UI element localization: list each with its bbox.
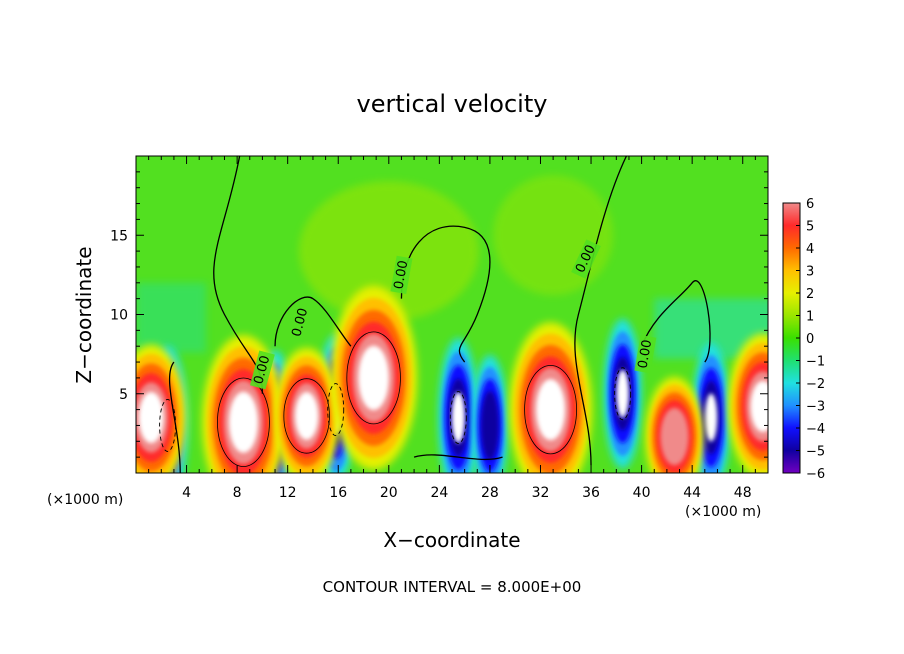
y-tick-label: 15	[110, 228, 128, 244]
x-axis-ticks: 4 8 12 16 20 24 28 32 36 40 44 48	[148, 156, 756, 501]
zero-contour-line	[400, 225, 491, 363]
contour-label: 0.00	[635, 339, 655, 370]
y-axis-ticks: 5 10 15	[110, 171, 768, 458]
upper-tint	[493, 175, 614, 296]
x-tick-label: 16	[329, 485, 347, 501]
x-axis-label: X−coordinate	[383, 528, 520, 552]
colorbar-label: 2	[806, 287, 814, 302]
contour-label: 0.00	[251, 354, 273, 386]
negative-contour-line	[159, 399, 177, 452]
negative-contour-line	[327, 383, 345, 437]
colorbar-label: −3	[806, 400, 825, 415]
x-tick-label: 28	[481, 485, 499, 501]
y-tick-label: 10	[110, 308, 128, 324]
x-unit-left: (×1000 m)	[47, 492, 123, 508]
updraft-ring	[138, 391, 164, 444]
positive-contour-line	[346, 331, 401, 425]
downdraft-ring	[451, 392, 465, 443]
x-tick-label: 4	[182, 485, 191, 501]
negative-contour-line	[449, 391, 467, 444]
updraft-ring	[358, 345, 389, 411]
upper-tint	[136, 282, 206, 353]
zero-contour-line	[413, 454, 503, 461]
colorbar-label: 6	[806, 197, 814, 212]
contour-label-bg	[634, 335, 657, 374]
colorbar-label: −4	[806, 422, 825, 437]
zero-contour-line	[274, 296, 352, 347]
colorbar-label: 3	[806, 265, 814, 280]
colorbar-label: 4	[806, 242, 814, 257]
positive-contour-line	[283, 378, 330, 454]
colorbar-label: −1	[806, 355, 825, 370]
contour-label-bg	[390, 255, 413, 294]
contour-label: 0.00	[289, 307, 311, 339]
x-tick-label: 36	[582, 485, 600, 501]
updraft-ring	[536, 379, 566, 441]
x-tick-label: 44	[683, 485, 701, 501]
x-tick-label: 20	[380, 485, 398, 501]
contour-label-bg	[287, 302, 313, 342]
x-tick-label: 40	[633, 485, 651, 501]
downdraft-ring	[481, 390, 499, 460]
downdraft-ring	[705, 393, 718, 442]
y-tick-label: 5	[119, 387, 128, 403]
contour-label-bg	[250, 350, 275, 390]
colorbar-label: −5	[806, 445, 825, 460]
updraft-ring	[228, 391, 258, 453]
colorbar-label: −6	[806, 467, 825, 482]
updraft-ring	[660, 407, 689, 466]
colorbar-label: 1	[806, 310, 814, 325]
x-tick-label: 32	[532, 485, 550, 501]
updraft-ring	[750, 380, 768, 432]
zero-contour-line	[574, 156, 628, 466]
colorbar-label: 0	[806, 332, 814, 347]
positive-contour-line	[524, 364, 577, 455]
x-tick-label: 12	[279, 485, 297, 501]
upper-tint	[298, 181, 479, 322]
x-tick-label: 8	[233, 485, 242, 501]
y-axis-label: Z−coordinate	[72, 246, 96, 383]
chart-title: vertical velocity	[357, 90, 548, 118]
contour-label: 0.00	[392, 259, 412, 290]
colorbar-label: −2	[806, 377, 825, 392]
x-unit-right: (×1000 m)	[685, 504, 761, 520]
contour-label-bg	[571, 239, 601, 279]
x-tick-label: 24	[430, 485, 448, 501]
updraft-ring	[295, 392, 319, 440]
downdraft-ring	[616, 369, 629, 418]
colorbar: 6 5 4 3 2 1 0 −1 −2 −3 −4 −5 −6	[782, 197, 825, 482]
velocity-field: 0.000.000.00 0.000.00	[136, 156, 768, 473]
negative-contour-line	[614, 367, 632, 421]
positive-contour-line	[217, 377, 270, 467]
colorbar-label: 5	[806, 220, 814, 235]
x-tick-label: 48	[734, 485, 752, 501]
zero-contour-line	[640, 280, 711, 363]
contour-interval: CONTOUR INTERVAL = 8.000E+00	[323, 578, 582, 596]
